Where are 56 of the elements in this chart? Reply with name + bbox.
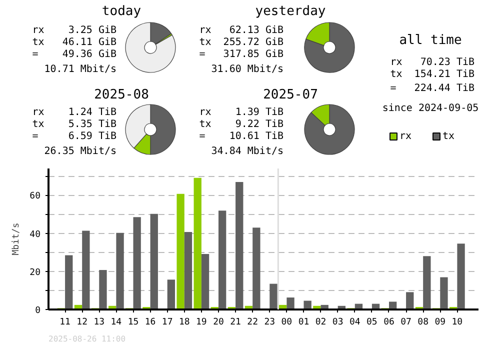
text: 31.60 Mbit/s: [211, 64, 284, 75]
x-tick-label: 23: [264, 318, 276, 328]
text: all time: [399, 33, 462, 48]
x-tick-label: 04: [349, 318, 360, 328]
text: = 49.36 GiB: [32, 49, 117, 60]
y-tick-label: 0: [35, 306, 41, 316]
x-tick-label: 15: [128, 318, 139, 328]
chart-title: today: [102, 4, 142, 19]
text: = 6.59 TiB: [32, 131, 117, 142]
x-tick-label: 08: [418, 318, 429, 328]
x-tick-label: 17: [162, 318, 173, 328]
x-tick-label: 02: [315, 318, 326, 328]
text: rx 62.13 GiB: [199, 25, 284, 36]
chart-title: 2025-07: [263, 88, 318, 102]
y-tick-label: 60: [30, 192, 41, 202]
text: tx 46.11 GiB: [32, 37, 117, 48]
x-tick-label: 01: [298, 318, 310, 328]
x-tick-label: 05: [366, 318, 378, 328]
x-tick-label: 18: [178, 318, 190, 328]
x-tick-label: 11: [60, 318, 70, 328]
text: since 2024-09-05: [382, 103, 479, 114]
chart-title: yesterday: [255, 4, 326, 19]
legend-label: rx: [400, 131, 412, 142]
legend-label: tx: [442, 131, 455, 142]
text: rx 70.23 TiB: [390, 57, 475, 68]
x-tick-label: 06: [384, 318, 394, 328]
chart-title: 2025-08: [94, 88, 149, 102]
x-tick-label: 07: [400, 318, 412, 328]
x-tick-label: 14: [110, 318, 122, 328]
text: = 224.44 TiB: [390, 83, 475, 94]
x-tick-label: 12: [76, 318, 88, 328]
x-tick-label: 09: [434, 318, 446, 328]
text: rx 1.24 TiB: [32, 107, 117, 118]
text: tx 5.35 TiB: [32, 119, 117, 130]
x-tick-label: 20: [213, 318, 224, 328]
x-tick-label: 00: [281, 318, 292, 328]
text: rx 1.39 TiB: [199, 107, 284, 118]
text: tx 255.72 GiB: [199, 37, 284, 48]
y-tick-label: 20: [30, 268, 41, 278]
text: rx 3.25 GiB: [32, 25, 117, 36]
text: 34.84 Mbit/s: [211, 146, 284, 157]
y-tick-label: 40: [30, 230, 41, 240]
text: 10.71 Mbit/s: [44, 64, 117, 75]
text: tx 9.22 TiB: [199, 119, 284, 130]
y-axis-title: Mbit/s: [12, 222, 22, 256]
text: = 317.85 GiB: [199, 49, 284, 60]
x-tick-label: 19: [196, 318, 207, 328]
x-tick-label: 22: [247, 318, 258, 328]
text: 26.35 Mbit/s: [44, 146, 117, 157]
x-tick-label: 10: [452, 318, 463, 328]
x-tick-label: 16: [144, 318, 156, 328]
x-tick-label: 13: [94, 318, 105, 328]
x-tick-label: 03: [332, 318, 344, 328]
text: = 10.61 TiB: [199, 131, 284, 142]
x-tick-label: 21: [230, 318, 241, 328]
text: tx 154.21 TiB: [390, 69, 475, 80]
